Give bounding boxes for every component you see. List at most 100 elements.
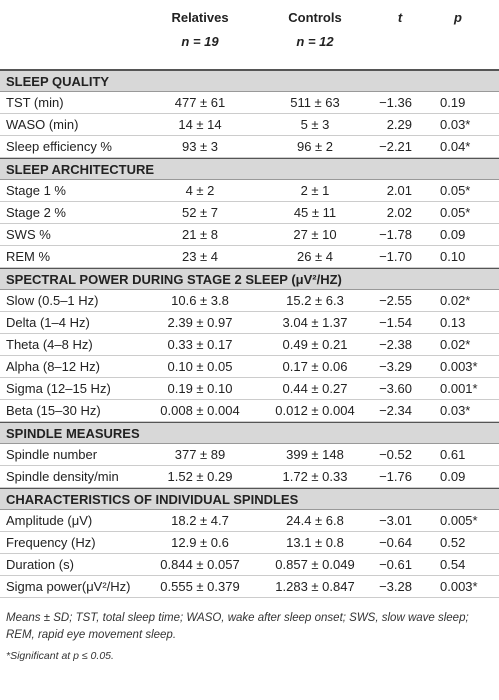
table-row: Sleep efficiency % 93 ± 3 96 ± 2 −2.21 0.04* <box>0 136 499 158</box>
cell-value: 0.52 <box>440 535 466 550</box>
cell-value: 0.05* <box>440 183 471 198</box>
column-header: Relatives <box>171 10 229 25</box>
row-label: Amplitude (μV) <box>6 513 93 528</box>
row-label: Sigma (12–15 Hz) <box>6 381 111 396</box>
cell-value: −3.01 <box>379 513 412 528</box>
table-row: REM % 23 ± 4 26 ± 4 −1.70 0.10 <box>0 246 499 268</box>
cell-value: −2.55 <box>379 293 412 308</box>
cell-value: 2.39 ± 0.97 <box>167 315 233 330</box>
cell-value: 0.13 <box>440 315 466 330</box>
cell-value: 0.008 ± 0.004 <box>160 403 240 418</box>
cell-value: 0.003* <box>440 359 478 374</box>
cell-value: 0.03* <box>440 403 471 418</box>
cell-value: 1.72 ± 0.33 <box>282 469 348 484</box>
header-rule <box>0 0 499 70</box>
row-label: Duration (s) <box>6 557 74 572</box>
cell-value: 14 ± 14 <box>178 117 222 132</box>
cell-value: −3.60 <box>379 381 412 396</box>
row-label: Spindle number <box>6 447 98 462</box>
cell-value: 4 ± 2 <box>185 183 215 198</box>
section-title: SLEEP ARCHITECTURE <box>6 162 155 177</box>
cell-value: 399 ± 148 <box>286 447 344 462</box>
section-title: SPINDLE MEASURES <box>6 426 140 441</box>
row-label: Theta (4–8 Hz) <box>6 337 93 352</box>
cell-value: 0.17 ± 0.06 <box>282 359 348 374</box>
row-label: Stage 2 % <box>6 205 66 220</box>
cell-value: 96 ± 2 <box>296 139 334 154</box>
row-label: Sigma power(μV²/Hz) <box>6 579 131 594</box>
cell-value: 5 ± 3 <box>300 117 330 132</box>
cell-value: 0.19 <box>440 95 466 110</box>
cell-value: 0.02* <box>440 337 471 352</box>
table-row: Amplitude (μV) 18.2 ± 4.7 24.4 ± 6.8 −3.01 0… <box>0 510 499 532</box>
cell-value: 0.10 <box>440 249 466 264</box>
cell-value: 0.001* <box>440 381 478 396</box>
cell-value: 0.10 ± 0.05 <box>167 359 233 374</box>
section-title: SLEEP QUALITY <box>6 74 110 89</box>
cell-value: 15.2 ± 6.3 <box>286 293 344 308</box>
cell-value: 0.33 ± 0.17 <box>167 337 233 352</box>
cell-value: 24.4 ± 6.8 <box>286 513 344 528</box>
table-row: Alpha (8–12 Hz) 0.10 ± 0.05 0.17 ± 0.06 −3.… <box>0 356 499 378</box>
cell-value: 93 ± 3 <box>181 139 219 154</box>
cell-value: 0.03* <box>440 117 471 132</box>
footnote: *Significant at p ≤ 0.05. <box>6 650 114 662</box>
cell-value: 511 ± 63 <box>290 95 340 110</box>
column-n: n = 12 <box>296 34 334 49</box>
cell-value: 0.09 <box>440 227 466 242</box>
row-label: Beta (15–30 Hz) <box>6 403 101 418</box>
cell-value: 0.44 ± 0.27 <box>282 381 348 396</box>
row-label: TST (min) <box>6 95 64 110</box>
column-header: t <box>397 10 403 25</box>
section-header: SPECTRAL POWER DURING STAGE 2 SLEEP (μV²… <box>0 268 499 290</box>
cell-value: 0.19 ± 0.10 <box>167 381 233 396</box>
cell-value: −3.29 <box>379 359 412 374</box>
cell-value: 0.04* <box>440 139 471 154</box>
table-row: Sigma (12–15 Hz) 0.19 ± 0.10 0.44 ± 0.27 −3… <box>0 378 499 400</box>
cell-value: −1.76 <box>379 469 412 484</box>
cell-value: 18.2 ± 4.7 <box>171 513 229 528</box>
section-header: SLEEP QUALITY <box>0 70 499 92</box>
cell-value: 27 ± 10 <box>293 227 337 242</box>
cell-value: −0.64 <box>379 535 412 550</box>
section-header: SLEEP ARCHITECTURE <box>0 158 499 180</box>
cell-value: 21 ± 8 <box>181 227 219 242</box>
cell-value: 0.012 ± 0.004 <box>275 403 355 418</box>
cell-value: 2.02 <box>386 205 412 220</box>
table-row: Slow (0.5–1 Hz) 10.6 ± 3.8 15.2 ± 6.3 −2.55… <box>0 290 499 312</box>
cell-value: 477 ± 61 <box>174 95 226 110</box>
cell-value: 2.01 <box>386 183 412 198</box>
cell-value: 26 ± 4 <box>296 249 334 264</box>
cell-value: 2.29 <box>386 117 412 132</box>
table-row: WASO (min) 14 ± 14 5 ± 3 2.29 0.03* <box>0 114 499 136</box>
table-row: Spindle number 377 ± 89 399 ± 148 −0.52 0.61 <box>0 444 499 466</box>
table-row: SWS % 21 ± 8 27 ± 10 −1.78 0.09 <box>0 224 499 246</box>
footnote: Means ± SD; TST, total sleep time; WASO,… <box>6 612 469 641</box>
section-header: CHARACTERISTICS OF INDIVIDUAL SPINDLES <box>0 488 499 510</box>
table-row: Delta (1–4 Hz) 2.39 ± 0.97 3.04 ± 1.37 −1.5… <box>0 312 499 334</box>
column-n: n = 19 <box>181 34 219 49</box>
column-header: Controls <box>288 10 342 25</box>
section-header: SPINDLE MEASURES <box>0 422 499 444</box>
cell-value: 3.04 ± 1.37 <box>282 315 348 330</box>
cell-value: 2 ± 1 <box>300 183 330 198</box>
cell-value: 23 ± 4 <box>181 249 219 264</box>
cell-value: 0.005* <box>440 513 478 528</box>
row-label: SWS % <box>6 227 51 242</box>
cell-value: −0.52 <box>379 447 412 462</box>
cell-value: −0.61 <box>379 557 412 572</box>
cell-value: 0.05* <box>440 205 471 220</box>
cell-value: 0.003* <box>440 579 478 594</box>
row-label: Stage 1 % <box>6 183 66 198</box>
cell-value: 0.49 ± 0.21 <box>282 337 348 352</box>
cell-value: −1.36 <box>379 95 412 110</box>
cell-value: −2.21 <box>379 139 412 154</box>
cell-value: 0.844 ± 0.057 <box>160 557 240 572</box>
cell-value: 1.283 ± 0.847 <box>275 579 355 594</box>
cell-value: −1.54 <box>379 315 412 330</box>
table-row: Stage 2 % 52 ± 7 45 ± 11 2.02 0.05* <box>0 202 499 224</box>
cell-value: 0.857 ± 0.049 <box>275 557 355 572</box>
cell-value: −1.70 <box>379 249 412 264</box>
column-header: p <box>454 10 462 25</box>
cell-value: 13.1 ± 0.8 <box>286 535 344 550</box>
